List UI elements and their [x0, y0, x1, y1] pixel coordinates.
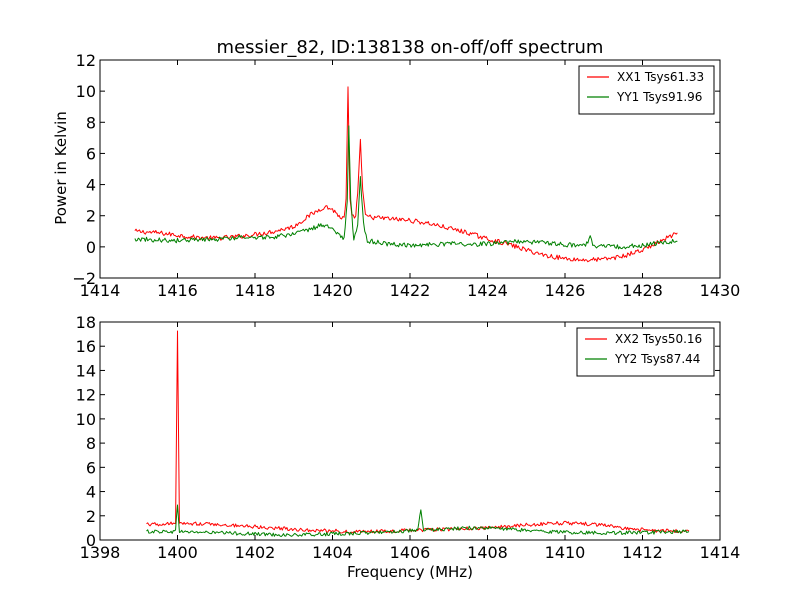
y-tick-label: 14 [76, 361, 96, 380]
top-spectrum-plot: 1414 1416 1418 1420 1422 1424 1426 1428 1430 −2 0 2… [72, 51, 740, 300]
series-line-yy2 [146, 504, 690, 537]
legend-box [576, 327, 715, 377]
x-tick-label: 1400 [157, 543, 198, 562]
legend: XX2 Tsys50.16 YY2 Tsys87.44 [576, 327, 715, 377]
y-tick-label: −2 [72, 269, 96, 288]
chart-title: messier_82, ID:138138 on-off/off spectru… [217, 37, 604, 58]
y-tick-label: 10 [76, 410, 96, 429]
x-tick-label: 1404 [312, 543, 353, 562]
y-tick-label: 0 [86, 531, 96, 550]
x-tick-label: 1430 [700, 281, 741, 300]
y-tick-label: 8 [86, 113, 96, 132]
bottom-spectrum-plot: 1398 1400 1402 1404 1406 1408 1410 1412 14140246… [76, 313, 741, 562]
y-tick-label: 10 [76, 82, 96, 101]
legend-entry: YY1 Tsys91.96 [616, 90, 702, 104]
x-tick-label: 1406 [390, 543, 431, 562]
x-tick-label: 1424 [467, 281, 508, 300]
y-tick-label: 12 [76, 51, 96, 70]
x-tick-label: 1412 [622, 543, 663, 562]
x-tick-label: 1420 [312, 281, 353, 300]
x-tick-label: 1422 [390, 281, 431, 300]
x-tick-label: 1414 [80, 281, 121, 300]
legend-entry: XX2 Tsys50.16 [615, 332, 702, 346]
y-axis-label-top: Power in Kelvin [52, 111, 70, 225]
x-tick-label: 1402 [235, 543, 276, 562]
y-tick-label: 6 [86, 144, 96, 163]
legend-entry: YY2 Tsys87.44 [614, 352, 700, 366]
y-tick-label: 8 [86, 434, 96, 453]
x-tick-label: 1418 [235, 281, 276, 300]
y-tick-label: 2 [86, 207, 96, 226]
x-tick-label: 1414 [700, 543, 741, 562]
series-line-xx1 [134, 86, 678, 263]
y-tick-label: 18 [76, 313, 96, 332]
x-axis-label-bottom: Frequency (MHz) [347, 563, 473, 581]
x-tick-label: 1410 [545, 543, 586, 562]
x-tick-label: 1416 [157, 281, 198, 300]
y-tick-label: 0 [86, 238, 96, 257]
x-tick-label: 1428 [622, 281, 663, 300]
x-tick-label: 1408 [467, 543, 508, 562]
y-tick-label: 6 [86, 458, 96, 477]
y-tick-label: 4 [86, 176, 96, 195]
series-line-xx2 [146, 330, 690, 534]
legend: XX1 Tsys61.33 YY1 Tsys91.96 [578, 65, 715, 115]
x-tick-label: 1426 [545, 281, 586, 300]
y-tick-label: 2 [86, 507, 96, 526]
legend-entry: XX1 Tsys61.33 [617, 70, 704, 84]
y-tick-label: 4 [86, 483, 96, 502]
series-line-yy1 [134, 125, 678, 250]
y-tick-label: 12 [76, 386, 96, 405]
legend-box [578, 65, 715, 115]
x-tick-label: 1398 [80, 543, 121, 562]
y-tick-label: 16 [76, 337, 96, 356]
